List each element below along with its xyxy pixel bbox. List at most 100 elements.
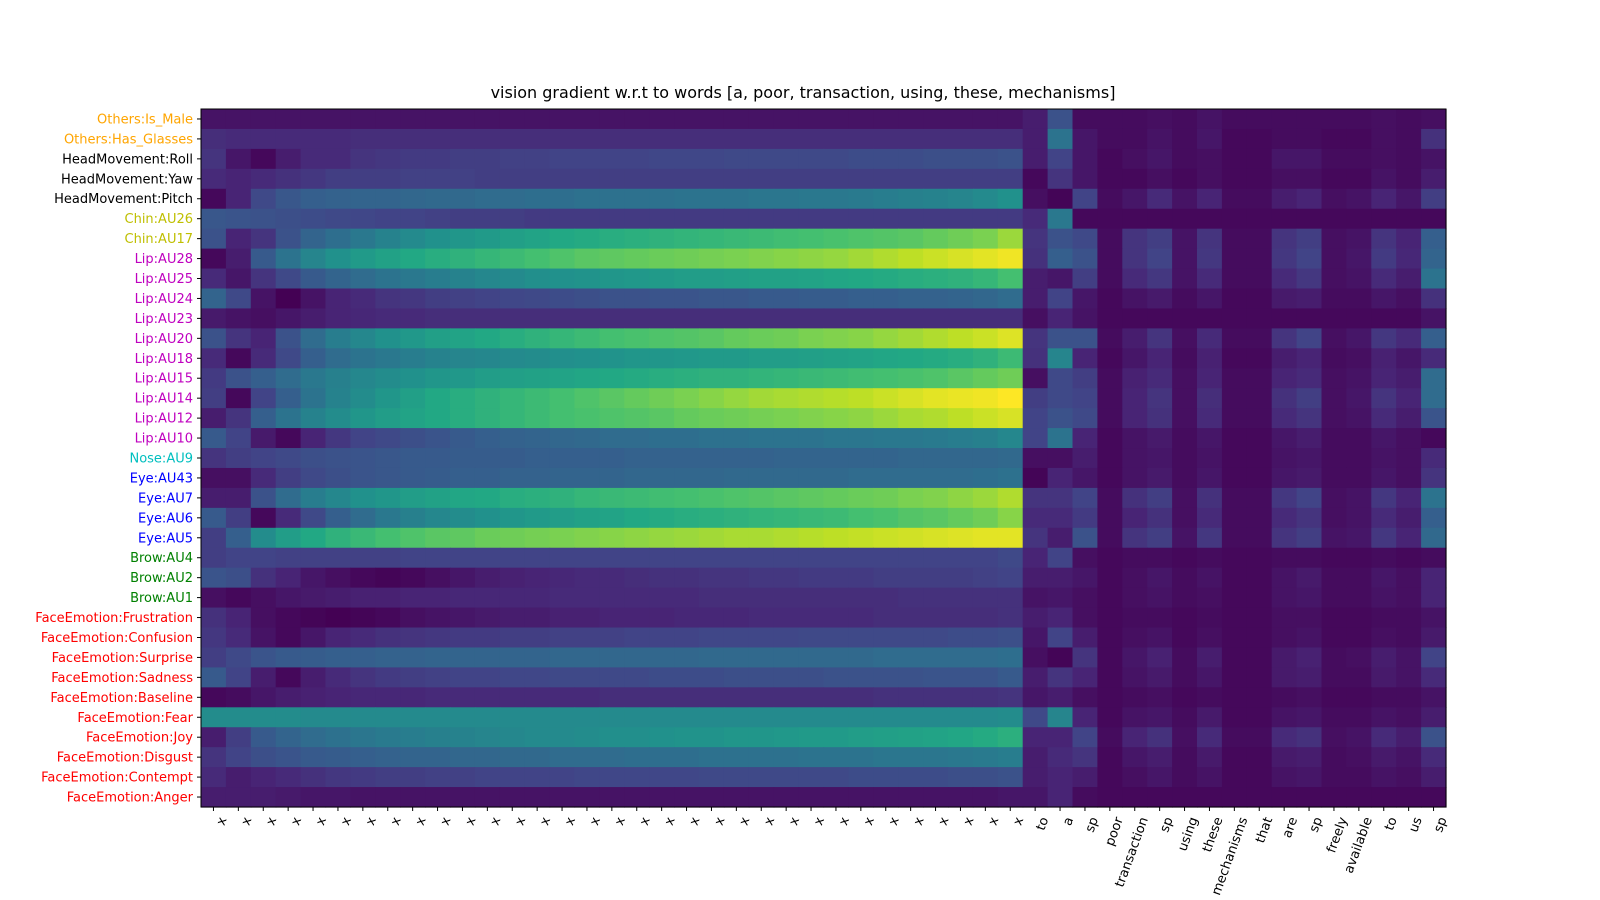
heatmap-cell — [848, 627, 874, 649]
heatmap-cell — [375, 368, 401, 389]
heatmap-cell — [400, 547, 426, 569]
heatmap-cell — [923, 647, 949, 668]
heatmap-cell — [997, 667, 1024, 688]
heatmap-cell — [574, 547, 600, 569]
heatmap-cell — [1371, 607, 1397, 629]
heatmap-cell — [325, 168, 351, 190]
heatmap-cell — [674, 128, 700, 150]
heatmap-cell — [948, 787, 974, 808]
heatmap-cell — [948, 627, 974, 649]
heatmap-cell — [300, 467, 327, 489]
heatmap-cell — [898, 348, 924, 369]
heatmap-cell — [823, 747, 849, 768]
heatmap-cell — [425, 707, 451, 728]
heatmap-cell — [1072, 747, 1098, 768]
heatmap-cell — [499, 667, 526, 688]
heatmap-cell — [400, 467, 426, 489]
heatmap-cell — [1271, 487, 1298, 509]
heatmap-cell — [848, 188, 874, 210]
heatmap-cell — [848, 527, 874, 549]
heatmap-cell — [823, 288, 849, 310]
heatmap-cell — [474, 248, 501, 270]
heatmap-cell — [1396, 767, 1422, 788]
heatmap-cell — [723, 687, 750, 708]
heatmap-cell — [699, 348, 725, 369]
heatmap-cell — [1221, 507, 1248, 529]
heatmap-cell — [499, 627, 526, 649]
heatmap-cell — [275, 448, 302, 469]
heatmap-cell — [1197, 667, 1223, 688]
heatmap-cell — [972, 487, 999, 509]
heatmap-cell — [848, 328, 874, 349]
heatmap-cell — [1122, 507, 1148, 529]
heatmap-cell — [524, 288, 551, 310]
heatmap-cell — [699, 607, 725, 629]
heatmap-cell — [524, 607, 551, 629]
heatmap-cell — [1122, 707, 1148, 728]
heatmap-cell — [1371, 547, 1397, 569]
heatmap-cell — [948, 507, 974, 529]
heatmap-cell — [375, 228, 401, 250]
heatmap-cell — [1396, 388, 1422, 409]
heatmap-cell — [1271, 647, 1298, 668]
heatmap-cell — [524, 507, 551, 529]
heatmap-cell — [1396, 128, 1422, 150]
y-tick-label: Eye:AU6 — [138, 511, 193, 526]
heatmap-cell — [1072, 507, 1098, 529]
heatmap-cell — [1072, 248, 1098, 270]
heatmap-cell — [201, 467, 227, 489]
heatmap-cell — [823, 208, 849, 230]
x-tick-label: to — [1034, 815, 1053, 832]
heatmap-cell — [1072, 607, 1098, 629]
heatmap-cell — [1271, 328, 1298, 349]
heatmap-cell — [1197, 747, 1223, 768]
heatmap-cell — [1097, 109, 1123, 130]
heatmap-cell — [425, 727, 451, 748]
heatmap-cell — [1246, 388, 1273, 409]
heatmap-cell — [1047, 487, 1074, 509]
heatmap-cell — [1221, 487, 1248, 509]
heatmap-cell — [923, 687, 949, 708]
heatmap-cell — [1072, 368, 1098, 389]
heatmap-cell — [400, 687, 426, 708]
heatmap-cell — [524, 228, 551, 250]
heatmap-cell — [425, 587, 451, 609]
heatmap-cell — [624, 487, 650, 509]
heatmap-cell — [1371, 727, 1397, 748]
heatmap-cell — [1122, 228, 1148, 250]
heatmap-cell — [275, 428, 302, 449]
heatmap-cell — [773, 467, 800, 489]
heatmap-cell — [400, 727, 426, 748]
heatmap-cell — [898, 208, 924, 230]
heatmap-cell — [674, 587, 700, 609]
heatmap-cell — [674, 268, 700, 290]
heatmap-cell — [997, 707, 1024, 728]
heatmap-cell — [674, 109, 700, 130]
heatmap-cell — [499, 308, 526, 329]
heatmap-cell — [823, 647, 849, 668]
heatmap-cell — [1296, 687, 1323, 708]
heatmap-cell — [723, 128, 750, 150]
heatmap-cell — [1122, 727, 1148, 748]
heatmap-cell — [1346, 587, 1372, 609]
heatmap-cell — [674, 148, 700, 170]
heatmap-cell — [375, 328, 401, 349]
heatmap-cell — [1396, 308, 1422, 329]
heatmap-cell — [1172, 368, 1198, 389]
heatmap-cell — [1197, 647, 1223, 668]
heatmap-cell — [524, 148, 551, 170]
heatmap-cell — [1022, 268, 1049, 290]
heatmap-cell — [275, 228, 302, 250]
heatmap-cell — [1271, 687, 1298, 708]
heatmap-cell — [549, 228, 576, 250]
heatmap-cell — [250, 388, 277, 409]
heatmap-cell — [300, 328, 327, 349]
heatmap-cell — [649, 388, 675, 409]
heatmap-cell — [574, 428, 600, 449]
heatmap-cell — [599, 168, 625, 190]
heatmap-cell — [1296, 627, 1323, 649]
heatmap-cell — [225, 547, 252, 569]
heatmap-cell — [898, 747, 924, 768]
heatmap-cell — [524, 188, 551, 210]
heatmap-cell — [798, 208, 825, 230]
